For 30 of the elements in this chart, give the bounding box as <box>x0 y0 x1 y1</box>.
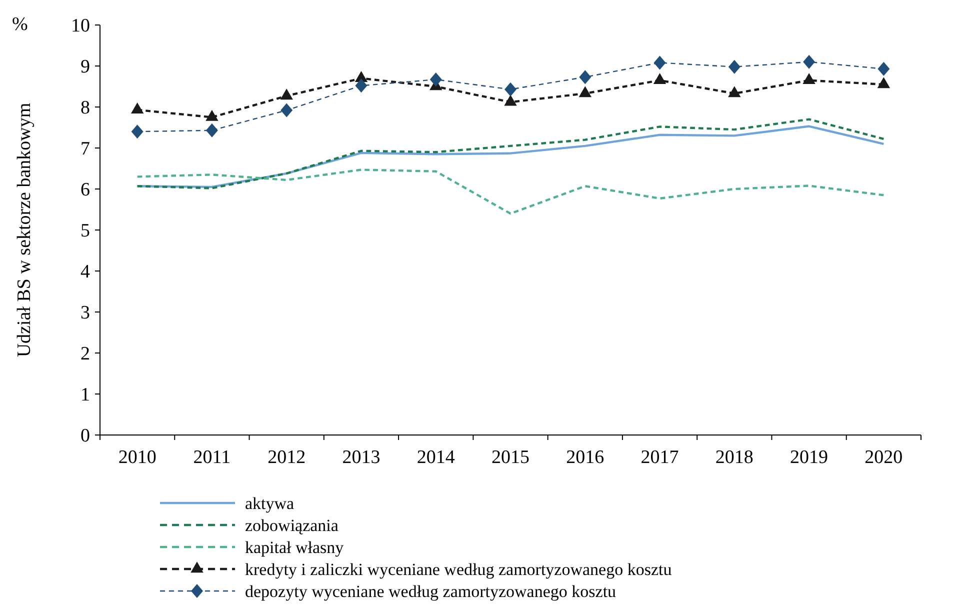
y-tick-label: 3 <box>80 302 90 324</box>
y-tick-label: 2 <box>80 344 90 365</box>
y-tick-label: 10 <box>71 16 90 37</box>
x-tick-label: 2013 <box>342 447 380 468</box>
y-tick-label: 7 <box>80 138 90 160</box>
x-tick-label: 2016 <box>566 447 604 468</box>
x-tick-label: 2020 <box>864 447 903 468</box>
x-tick-label: 2017 <box>640 447 679 468</box>
x-tick-label: 2015 <box>492 447 530 468</box>
x-tick-label: 2014 <box>416 447 456 468</box>
y-tick-label: 5 <box>80 220 90 242</box>
x-tick-label: 2018 <box>715 447 754 468</box>
y-tick-label: 9 <box>80 56 90 78</box>
legend-label: kapitał własny <box>245 538 344 557</box>
y-tick-label: 4 <box>80 262 90 283</box>
legend-label: kredyty i zaliczki wyceniane według zamortyzowanego kosztu <box>245 560 672 579</box>
y-tick-label: 8 <box>80 98 90 119</box>
y-tick-label: 1 <box>80 384 90 406</box>
legend-label: zobowiązania <box>245 516 339 535</box>
x-tick-label: 2019 <box>790 447 828 468</box>
y-tick-label: 6 <box>80 180 90 201</box>
x-tick-label: 2011 <box>193 447 231 468</box>
y-tick-label: 0 <box>80 426 90 447</box>
y-axis-title: Udział BS w sektorze bankowym <box>14 102 35 358</box>
line-series <box>136 168 885 215</box>
x-tick-label: 2012 <box>268 447 306 468</box>
legend-label: aktywa <box>245 494 295 513</box>
legend-label: depozyty wyceniane według zamortyzowanego kosztu <box>245 582 617 601</box>
x-tick-label: 2010 <box>118 447 156 468</box>
text: % <box>12 14 28 35</box>
